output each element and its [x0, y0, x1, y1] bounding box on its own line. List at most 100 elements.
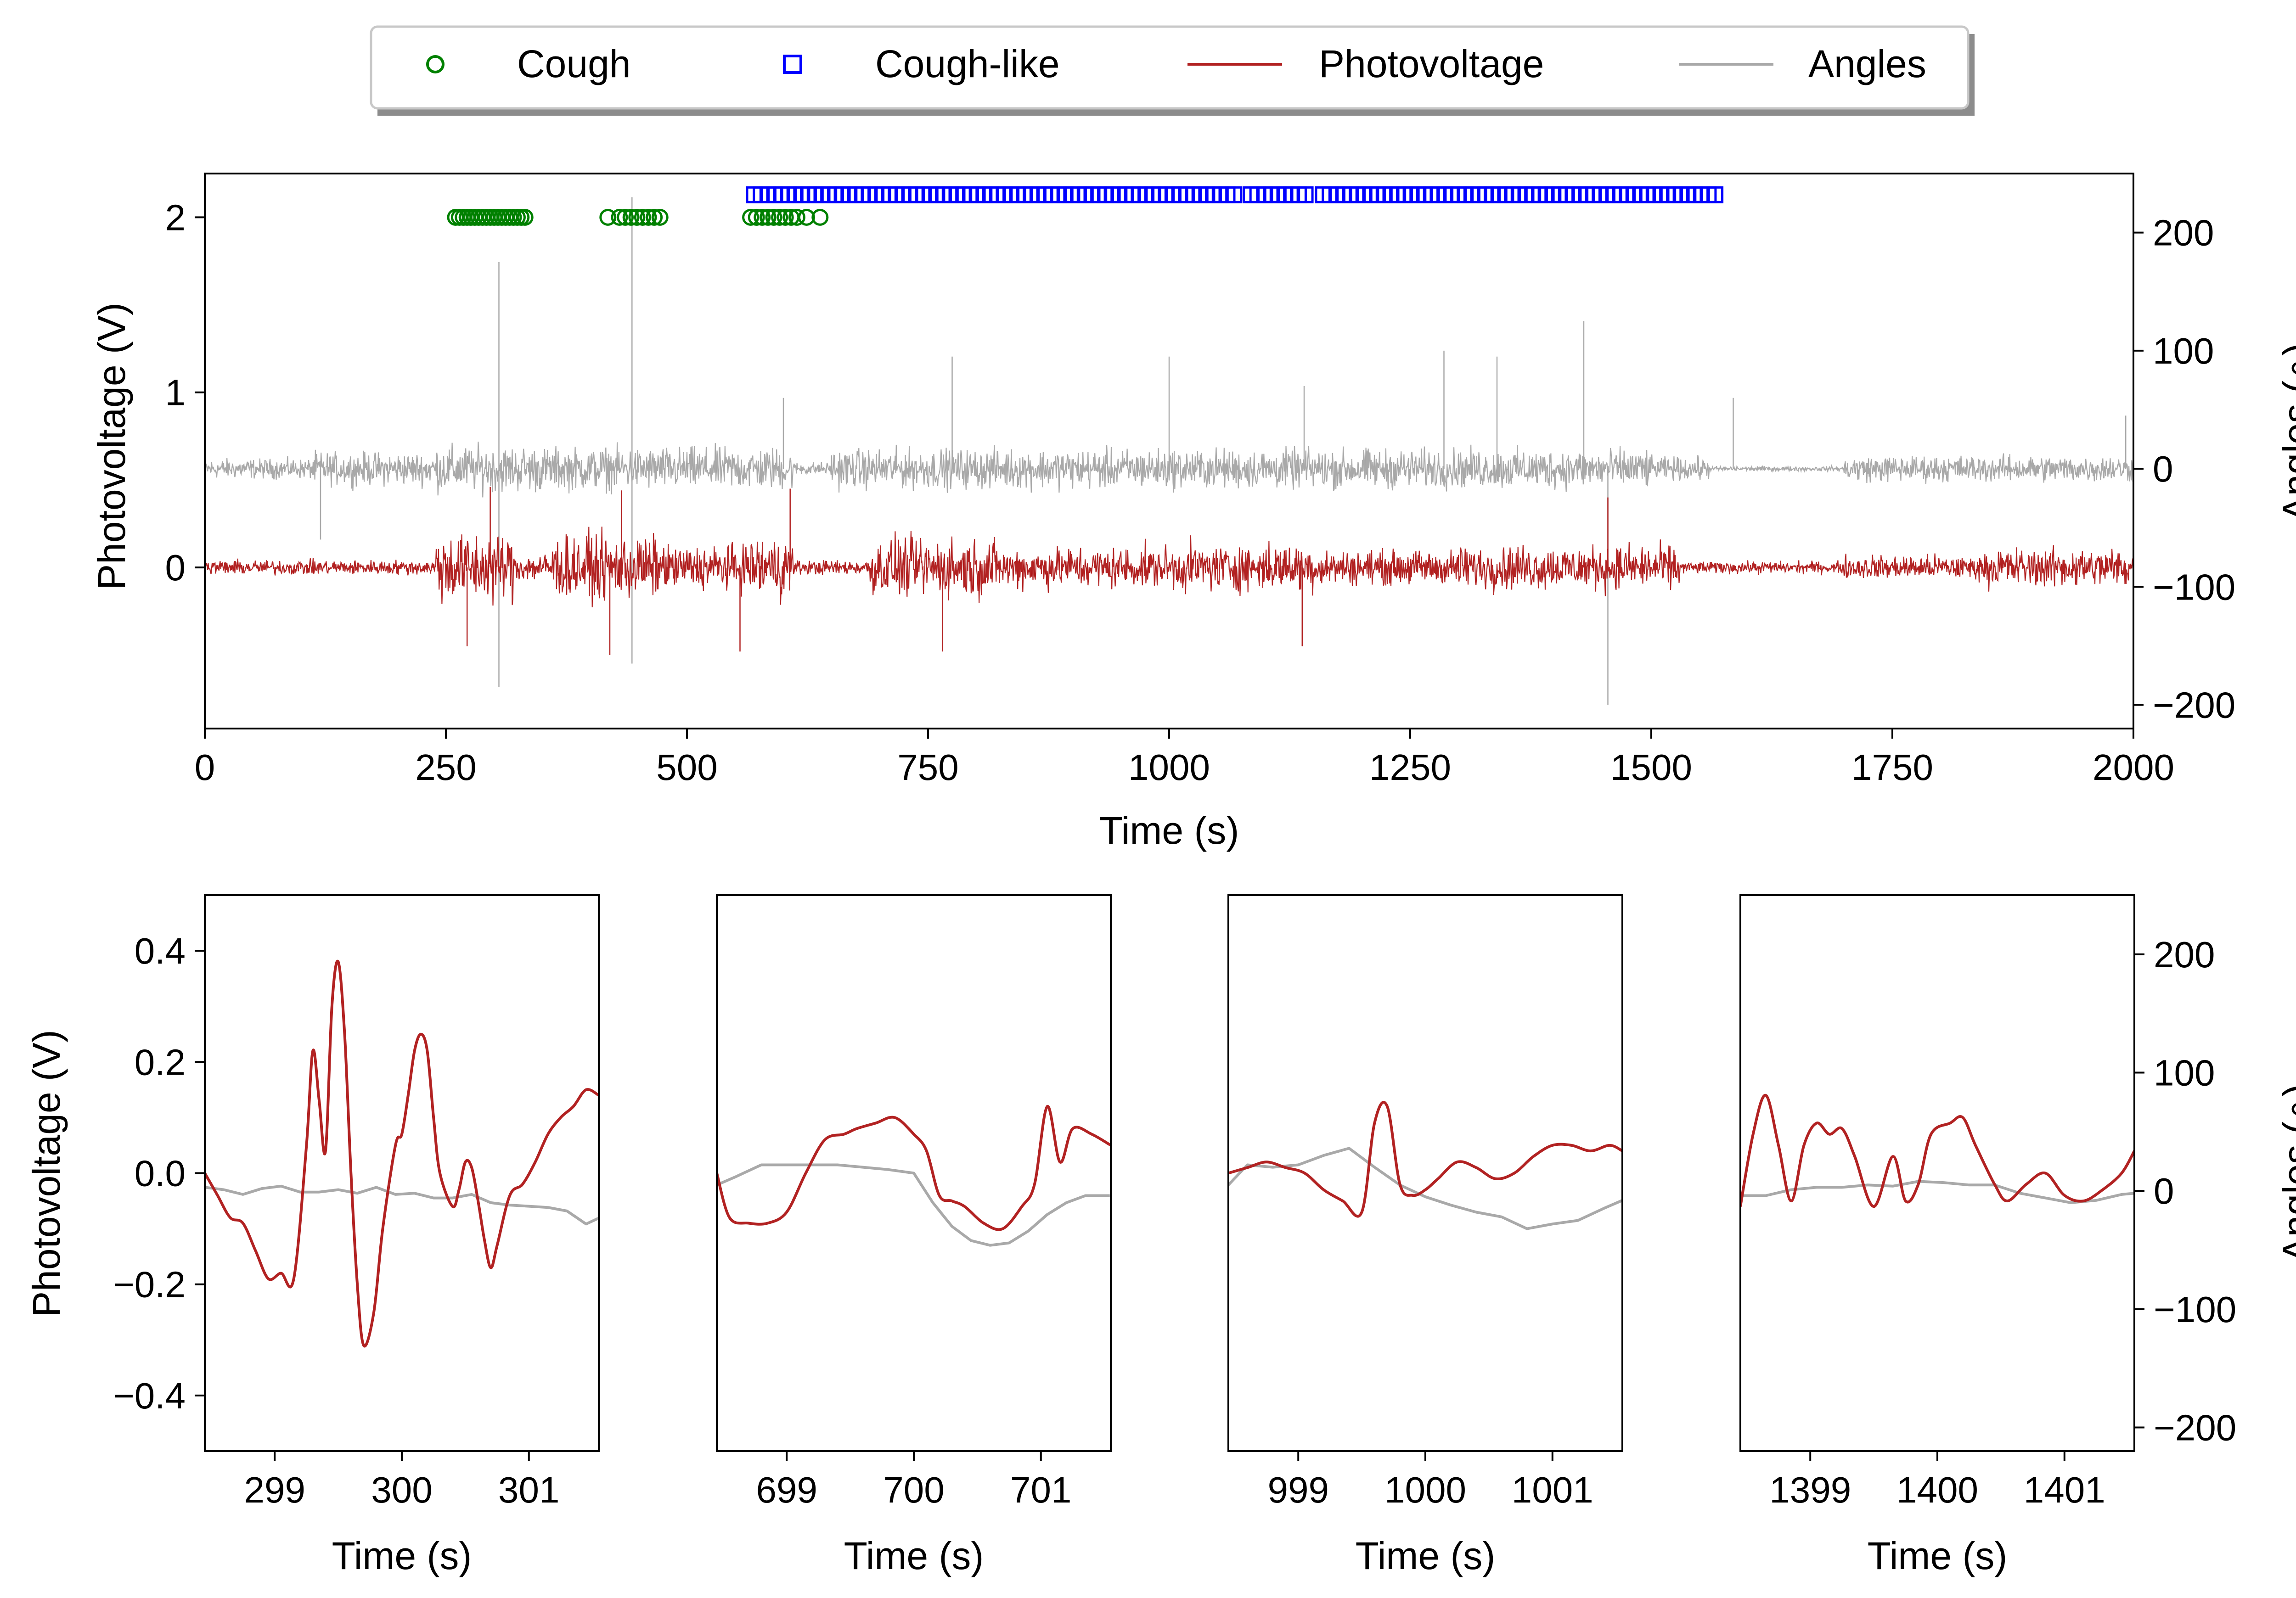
- zoom-4-x-tick-label: 1399: [1769, 1469, 1851, 1510]
- cough-marker: [622, 208, 640, 226]
- overview-right-axis-title: Angles (∘): [2275, 343, 2296, 522]
- zoom-3-x-tick-label: 999: [1267, 1469, 1328, 1510]
- cough-like-marker: [1225, 186, 1243, 203]
- zoom-1-x-tick-label: 301: [498, 1469, 559, 1510]
- zoom-panel-1: 299 300 301 −0.4 −0.2 0.0 0.2 0.4: [113, 894, 600, 1510]
- zoom-4-x-tick-label: 1401: [2024, 1469, 2105, 1510]
- zoom-1-y-tick-label: −0.2: [113, 1264, 186, 1305]
- cough-marker: [777, 208, 794, 226]
- cough-marker: [611, 208, 628, 226]
- overview-y-tick-label: 1: [165, 372, 186, 413]
- overview-right-tick-label: 100: [2153, 331, 2214, 371]
- zoom-4-plot-area: [1740, 1093, 2134, 1208]
- zoom-4-x-tick-label: 1400: [1896, 1469, 1978, 1510]
- cough-marker: [628, 208, 646, 226]
- overview-right-tick-label: −200: [2153, 685, 2235, 726]
- zoom-1-plot-area: [205, 959, 599, 1348]
- overview-y-axis-title: Photovoltage (V): [90, 303, 133, 590]
- zoom-3-plot-area: [1228, 1101, 1622, 1230]
- cough-marker: [754, 208, 771, 226]
- zoom-1-angles-line: [205, 1184, 599, 1226]
- zoom-2-x-tick-label: 700: [883, 1469, 944, 1510]
- cough-marker: [651, 208, 669, 226]
- zoom-4-x-axis-title: Time (s): [1868, 1534, 2008, 1577]
- legend-cough-marker: [426, 55, 445, 73]
- zoom-4-right-axis-title: Angles (∘): [2275, 1084, 2296, 1263]
- zoom-4-right-tick-label: 100: [2154, 1052, 2215, 1093]
- legend: Cough Cough-like Photovoltage Angles: [370, 25, 1975, 116]
- zoom-1-photovoltage-line: [205, 959, 599, 1348]
- cough-marker: [759, 208, 777, 226]
- zoom-2-x-tick-label: 699: [756, 1469, 817, 1510]
- overview-x-tick-label: 1500: [1610, 747, 1692, 788]
- cough-marker: [771, 208, 788, 226]
- overview-y-tick-label: 2: [165, 197, 186, 238]
- zoom-3-x-axis-title: Time (s): [1356, 1534, 1496, 1577]
- legend-label-cough: Cough: [517, 42, 631, 85]
- overview-x-tick-label: 250: [415, 747, 476, 788]
- overview-x-tick-label: 500: [656, 747, 717, 788]
- zoom-2-x-tick-label: 701: [1010, 1469, 1071, 1510]
- legend-cough-like-marker: [783, 55, 802, 74]
- overview-x-tick-label: 750: [897, 747, 958, 788]
- overview-right-tick-label: −100: [2153, 566, 2235, 607]
- zoom-1-frame: [204, 894, 600, 1452]
- zoom-3-angles-line: [1228, 1147, 1622, 1230]
- zoom-3-x-tick-label: 1000: [1384, 1469, 1466, 1510]
- zoom-2-photovoltage-line: [717, 1105, 1111, 1231]
- overview-x-tick-label: 0: [195, 747, 215, 788]
- cough-marker: [617, 208, 634, 226]
- cough-marker: [765, 208, 782, 226]
- zoom-panel-3: 999 1000 1001: [1227, 894, 1623, 1510]
- cough-marker: [516, 208, 534, 226]
- overview-panel: 0 250 500 750 1000 1250 1500 1750 2000012−200−10…: [165, 173, 2235, 788]
- cough-like-marker: [1296, 186, 1314, 203]
- zoom-1-y-tick-label: 0.2: [135, 1042, 186, 1082]
- overview-right-tick-label: 0: [2153, 449, 2173, 489]
- cough-marker: [599, 208, 617, 226]
- cough-marker: [811, 208, 829, 226]
- legend-label-angles: Angles: [1808, 42, 1926, 85]
- overview-x-axis-title: Time (s): [1099, 809, 1239, 852]
- zoom-2-x-axis-title: Time (s): [844, 1534, 984, 1577]
- overview-y-tick-label: 0: [165, 547, 186, 588]
- overview-plot-area: [205, 186, 2133, 705]
- zoom-1-y-tick-label: −0.4: [113, 1375, 186, 1416]
- zoom-1-x-tick-label: 300: [371, 1469, 432, 1510]
- overview-x-tick-label: 1250: [1369, 747, 1451, 788]
- zoom-1-x-tick-label: 299: [244, 1469, 305, 1510]
- zoom-4-right-tick-label: 200: [2154, 934, 2215, 975]
- overview-right-tick-label: 200: [2153, 213, 2214, 253]
- cough-marker: [640, 208, 657, 226]
- legend-label-cough-like: Cough-like: [875, 42, 1060, 85]
- zoom-panel-4: 1399 1400 1401 −200 −100 0 100 200: [1739, 894, 2236, 1510]
- cough-marker: [788, 208, 805, 226]
- cough-marker: [634, 208, 651, 226]
- cough-marker: [798, 208, 815, 226]
- overview-x-tick-label: 1000: [1128, 747, 1210, 788]
- angles-series-line: [205, 442, 2133, 498]
- legend-label-photovoltage: Photovoltage: [1319, 42, 1544, 85]
- zoom-3-x-tick-label: 1001: [1512, 1469, 1593, 1510]
- zoom-1-x-axis-title: Time (s): [332, 1534, 472, 1577]
- cough-marker: [646, 208, 663, 226]
- zoom-panel-2: 699 700 701: [716, 894, 1112, 1510]
- zoom-3-frame: [1227, 894, 1623, 1452]
- zoom-4-right-tick-label: 0: [2154, 1171, 2174, 1211]
- zoom-4-right-tick-label: −200: [2154, 1407, 2236, 1448]
- zoom-3-photovoltage-line: [1228, 1101, 1622, 1218]
- zoom-1-y-tick-label: 0.4: [135, 931, 186, 971]
- zoom-1-y-tick-label: 0.0: [135, 1153, 186, 1194]
- cough-like-marker: [1706, 186, 1724, 203]
- overview-x-tick-label: 1750: [1851, 747, 1933, 788]
- cough-marker: [748, 208, 765, 226]
- zoom-4-right-tick-label: −100: [2154, 1289, 2236, 1330]
- overview-x-tick-label: 2000: [2093, 747, 2174, 788]
- photovoltage-series-line: [205, 527, 2133, 607]
- cough-marker: [742, 208, 760, 226]
- zoom-2-plot-area: [717, 1105, 1111, 1247]
- zoom-1-y-axis-title: Photovoltage (V): [25, 1030, 68, 1317]
- zoom-2-angles-line: [717, 1163, 1111, 1247]
- zoom-4-photovoltage-line: [1740, 1093, 2134, 1208]
